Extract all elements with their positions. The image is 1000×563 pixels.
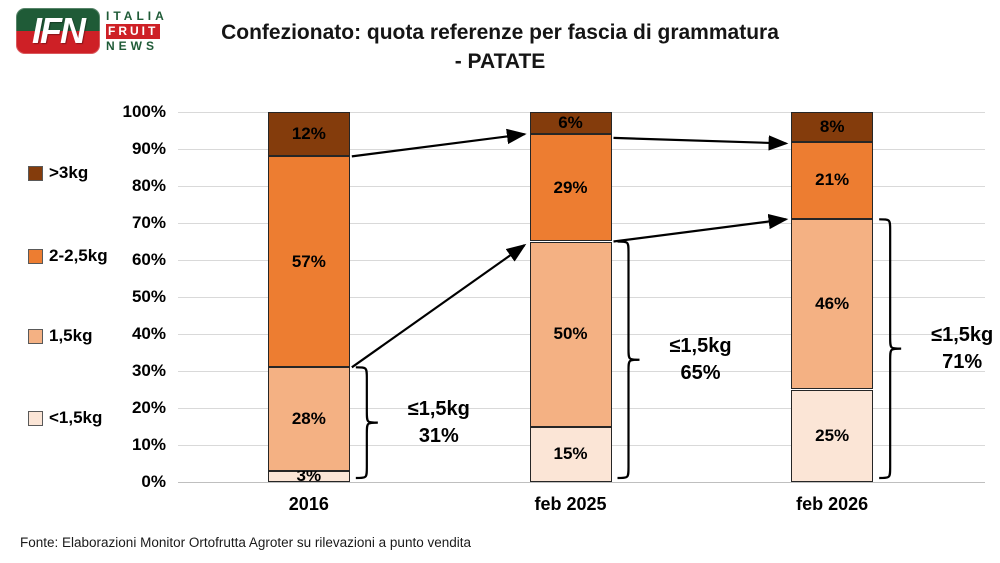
annotation-total: ≤1,5kg 71% [907,322,1000,376]
legend-item-2-2,5kg: 2-2,5kg [28,246,108,266]
y-tick-label: 10% [131,435,166,454]
bar-segment-2-2,5kg [529,134,612,242]
segment-label: 8% [819,116,845,136]
legend-item->3kg: >3kg [28,163,88,183]
segment-label: 12% [291,124,326,144]
legend-swatch [28,410,43,426]
segment-label: 28% [291,409,326,429]
brace [355,366,378,480]
x-axis-label: feb 2026 [796,494,869,514]
ifn-logo-text: IFN [32,10,86,51]
source-note: Fonte: Elaborazioni Monitor Ortofrutta A… [20,535,471,550]
bar-segment-1,5kg [791,219,874,390]
logo-word-italia: ITALIA [106,8,168,23]
brace [879,218,902,480]
bar-segment-2-2,5kg [791,141,874,220]
y-tick-label: 60% [131,250,166,269]
ifn-logo-words: ITALIA FRUIT NEWS [106,9,168,54]
segment-label: 15% [553,444,588,464]
bar-segment->3kg [267,112,350,157]
legend-label: <1,5kg [49,408,103,427]
annotation-total: ≤1,5kg 65% [646,333,756,387]
legend-label: 1,5kg [49,326,93,345]
segment-label: 57% [291,251,326,271]
ifn-logo: IFN ITALIA FRUIT NEWS [16,8,168,54]
segment-label: 29% [553,177,588,197]
x-axis-label: 2016 [288,494,329,514]
y-tick-label: 30% [131,361,166,380]
segment-label: 25% [815,425,850,445]
y-tick-label: 0% [141,472,166,491]
bar-segment-1,5kg [267,367,350,471]
legend-swatch [28,165,43,181]
legend-item-1,5kg: 1,5kg [28,326,92,346]
legend-swatch [28,248,43,264]
annotation-value: 71% [942,350,983,373]
legend-swatch [28,328,43,344]
y-tick-label: 100% [122,102,166,121]
chart-title-line2: - PATATE [454,50,546,73]
chart-title-line1: Confezionato: quota referenze per fascia… [221,21,779,44]
y-tick-label: 20% [131,398,166,417]
segment-label: 50% [553,324,588,343]
legend-label: >3kg [49,163,89,182]
y-tick-label: 50% [131,287,166,306]
bar-segment-<1,5kg [267,470,350,482]
y-tick-label: 40% [131,324,166,343]
bar-segment-<1,5kg [529,426,612,482]
annotation-label: ≤1,5kg [669,334,732,357]
trend-arrow [351,128,527,158]
annotation-label: ≤1,5kg [407,397,470,420]
logo-word-news: NEWS [106,38,158,53]
y-tick-label: 70% [131,213,166,232]
annotation-total: ≤1,5kg 31% [384,396,494,450]
trend-arrow [613,135,789,151]
bar-segment-2-2,5kg [267,156,350,368]
segment-label: 21% [815,170,850,190]
bar-segment->3kg [529,112,612,135]
segment-label: 46% [815,294,850,314]
bar-segment->3kg [791,112,874,142]
bar-segment-<1,5kg [791,389,874,482]
annotation-value: 65% [680,361,721,384]
chart-legend: >3kg 2-2,5kg 1,5kg <1,5kg [28,0,158,563]
brace [617,240,640,480]
segment-label: 6% [558,113,583,133]
y-tick-label: 90% [131,139,166,158]
trend-arrow [351,243,527,369]
chart-title: Confezionato: quota referenze per fascia… [0,18,1000,76]
annotation-value: 31% [418,424,459,447]
legend-label: 2-2,5kg [49,246,108,265]
x-axis-label: feb 2025 [534,494,607,514]
y-tick-label: 80% [131,176,166,195]
x-axis-line [178,481,985,483]
logo-word-fruit: FRUIT [106,23,161,39]
bar-segment-1,5kg [529,241,612,427]
segment-label: 3% [296,466,322,486]
ifn-logo-mark: IFN [16,8,100,54]
legend-item-<1,5kg: <1,5kg [28,408,102,428]
annotation-label: ≤1,5kg [931,323,994,346]
